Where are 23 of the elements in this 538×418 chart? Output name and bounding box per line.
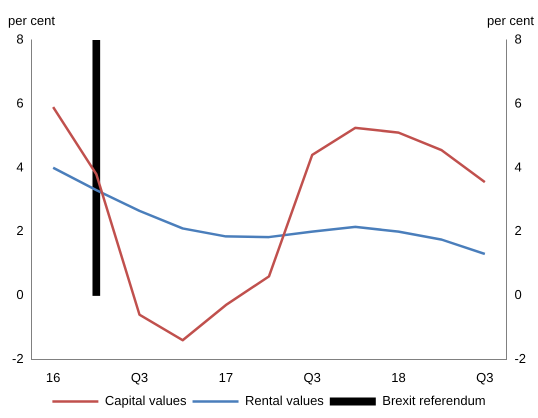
legend-label: Brexit referendum xyxy=(382,393,486,408)
y2-tick-label: 6 xyxy=(514,95,522,110)
y2-tick-label: 8 xyxy=(514,32,522,47)
x-tick-label: Q3 xyxy=(130,370,148,385)
y2-tick-label: 0 xyxy=(514,287,522,302)
y-tick-label: 2 xyxy=(16,223,24,238)
x-tick-label: Q3 xyxy=(304,370,321,385)
legend-label: Rental values xyxy=(245,393,324,408)
y-tick-label: 6 xyxy=(16,95,24,110)
x-tick-label: 18 xyxy=(391,370,406,385)
x-tick-label: Q3 xyxy=(476,370,494,385)
y-axis-title: per cent xyxy=(8,13,56,28)
x-tick-label: 17 xyxy=(218,370,234,385)
y-tick-label: 8 xyxy=(16,32,24,47)
x-tick-label: 16 xyxy=(46,370,60,385)
legend-label: Capital values xyxy=(104,393,188,408)
y-tick-label: 4 xyxy=(16,159,24,174)
y-tick-label: 0 xyxy=(16,287,24,302)
y2-tick-label: 4 xyxy=(514,159,522,174)
y2-tick-label: -2 xyxy=(514,350,526,366)
y2-axis-title: per cent xyxy=(487,13,534,28)
y2-tick-label: 2 xyxy=(514,223,522,238)
y-tick-label: -2 xyxy=(12,350,24,366)
